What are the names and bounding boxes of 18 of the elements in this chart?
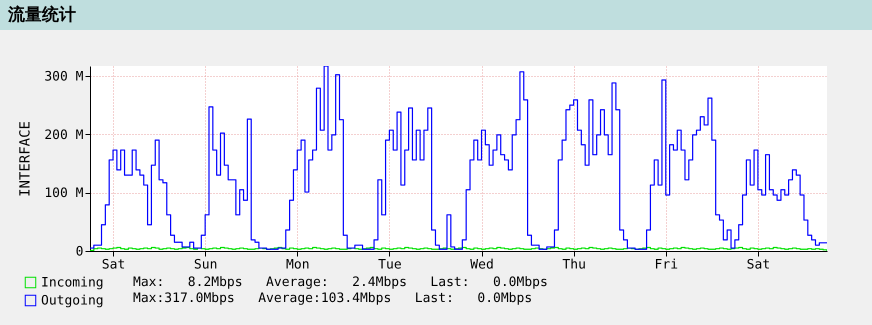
text: Max:317.0Mbps Average:103.4Mbps Last: 0.0Mbps [133, 291, 534, 307]
y-tick-label: 100 M [44, 186, 84, 202]
x-tick-label: Sat [102, 258, 126, 272]
y-tick-label: 300 M [44, 69, 84, 84]
chart-title: 流量统计 [0, 0, 872, 30]
text: Max: 8.2Mbps Average: 2.4Mbps Last: 0.0Mbps [133, 275, 548, 291]
y-axis-title: INTERFACE [17, 121, 34, 197]
x-tick-label: Fri [654, 258, 678, 272]
x-tick-label: Tue [378, 258, 402, 272]
x-tick-label: Sat [746, 258, 770, 272]
legend-label: Incoming [41, 276, 104, 290]
x-tick-label: Wed [470, 258, 494, 272]
x-tick-label: Mon [286, 258, 310, 272]
y-tick-label: 0 [76, 244, 84, 260]
x-tick-label: Sun [194, 258, 218, 272]
legend-label: Outgoing [41, 294, 104, 308]
x-tick-label: Thu [562, 258, 586, 272]
y-tick-label: 200 M [44, 128, 84, 143]
